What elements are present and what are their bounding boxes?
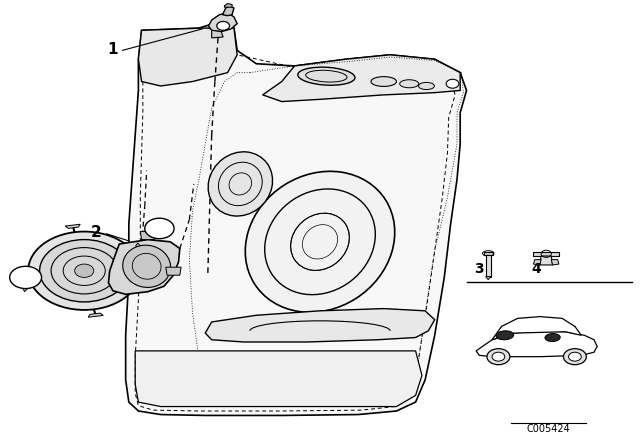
Circle shape [145, 218, 174, 239]
Polygon shape [138, 28, 237, 86]
Circle shape [217, 22, 230, 30]
Polygon shape [225, 4, 232, 7]
Ellipse shape [496, 331, 514, 340]
Circle shape [28, 232, 140, 310]
Ellipse shape [208, 152, 273, 216]
Polygon shape [486, 255, 491, 276]
Circle shape [492, 352, 505, 361]
Polygon shape [140, 232, 156, 240]
Polygon shape [88, 313, 103, 317]
Text: 2: 2 [90, 224, 101, 240]
Polygon shape [484, 252, 493, 255]
Polygon shape [223, 6, 234, 16]
Polygon shape [551, 260, 559, 265]
Polygon shape [136, 243, 145, 252]
Polygon shape [476, 331, 597, 357]
Ellipse shape [123, 245, 171, 288]
Circle shape [446, 79, 459, 88]
Circle shape [40, 240, 129, 302]
Ellipse shape [545, 333, 560, 341]
Polygon shape [108, 240, 180, 294]
Text: 4: 4 [532, 262, 541, 276]
Ellipse shape [245, 171, 395, 312]
Polygon shape [125, 19, 467, 415]
Text: 3: 3 [21, 271, 30, 284]
Polygon shape [212, 30, 223, 38]
Circle shape [563, 349, 586, 365]
Polygon shape [492, 317, 581, 340]
Polygon shape [19, 281, 28, 292]
Polygon shape [166, 267, 181, 275]
Ellipse shape [419, 82, 435, 90]
Text: C005424: C005424 [526, 424, 570, 434]
Polygon shape [209, 13, 237, 32]
Polygon shape [135, 351, 422, 406]
Polygon shape [534, 252, 559, 256]
Text: 3: 3 [474, 262, 484, 276]
Ellipse shape [298, 67, 355, 85]
Text: 4: 4 [155, 222, 164, 235]
Circle shape [10, 266, 42, 289]
Polygon shape [534, 260, 541, 265]
Circle shape [75, 264, 94, 277]
Polygon shape [540, 256, 552, 265]
Ellipse shape [399, 80, 419, 88]
Polygon shape [205, 309, 435, 342]
Ellipse shape [371, 77, 396, 86]
Text: 1: 1 [108, 42, 118, 56]
Polygon shape [262, 55, 460, 102]
Circle shape [487, 349, 510, 365]
Polygon shape [486, 276, 491, 280]
Circle shape [568, 352, 581, 361]
Polygon shape [65, 224, 80, 228]
